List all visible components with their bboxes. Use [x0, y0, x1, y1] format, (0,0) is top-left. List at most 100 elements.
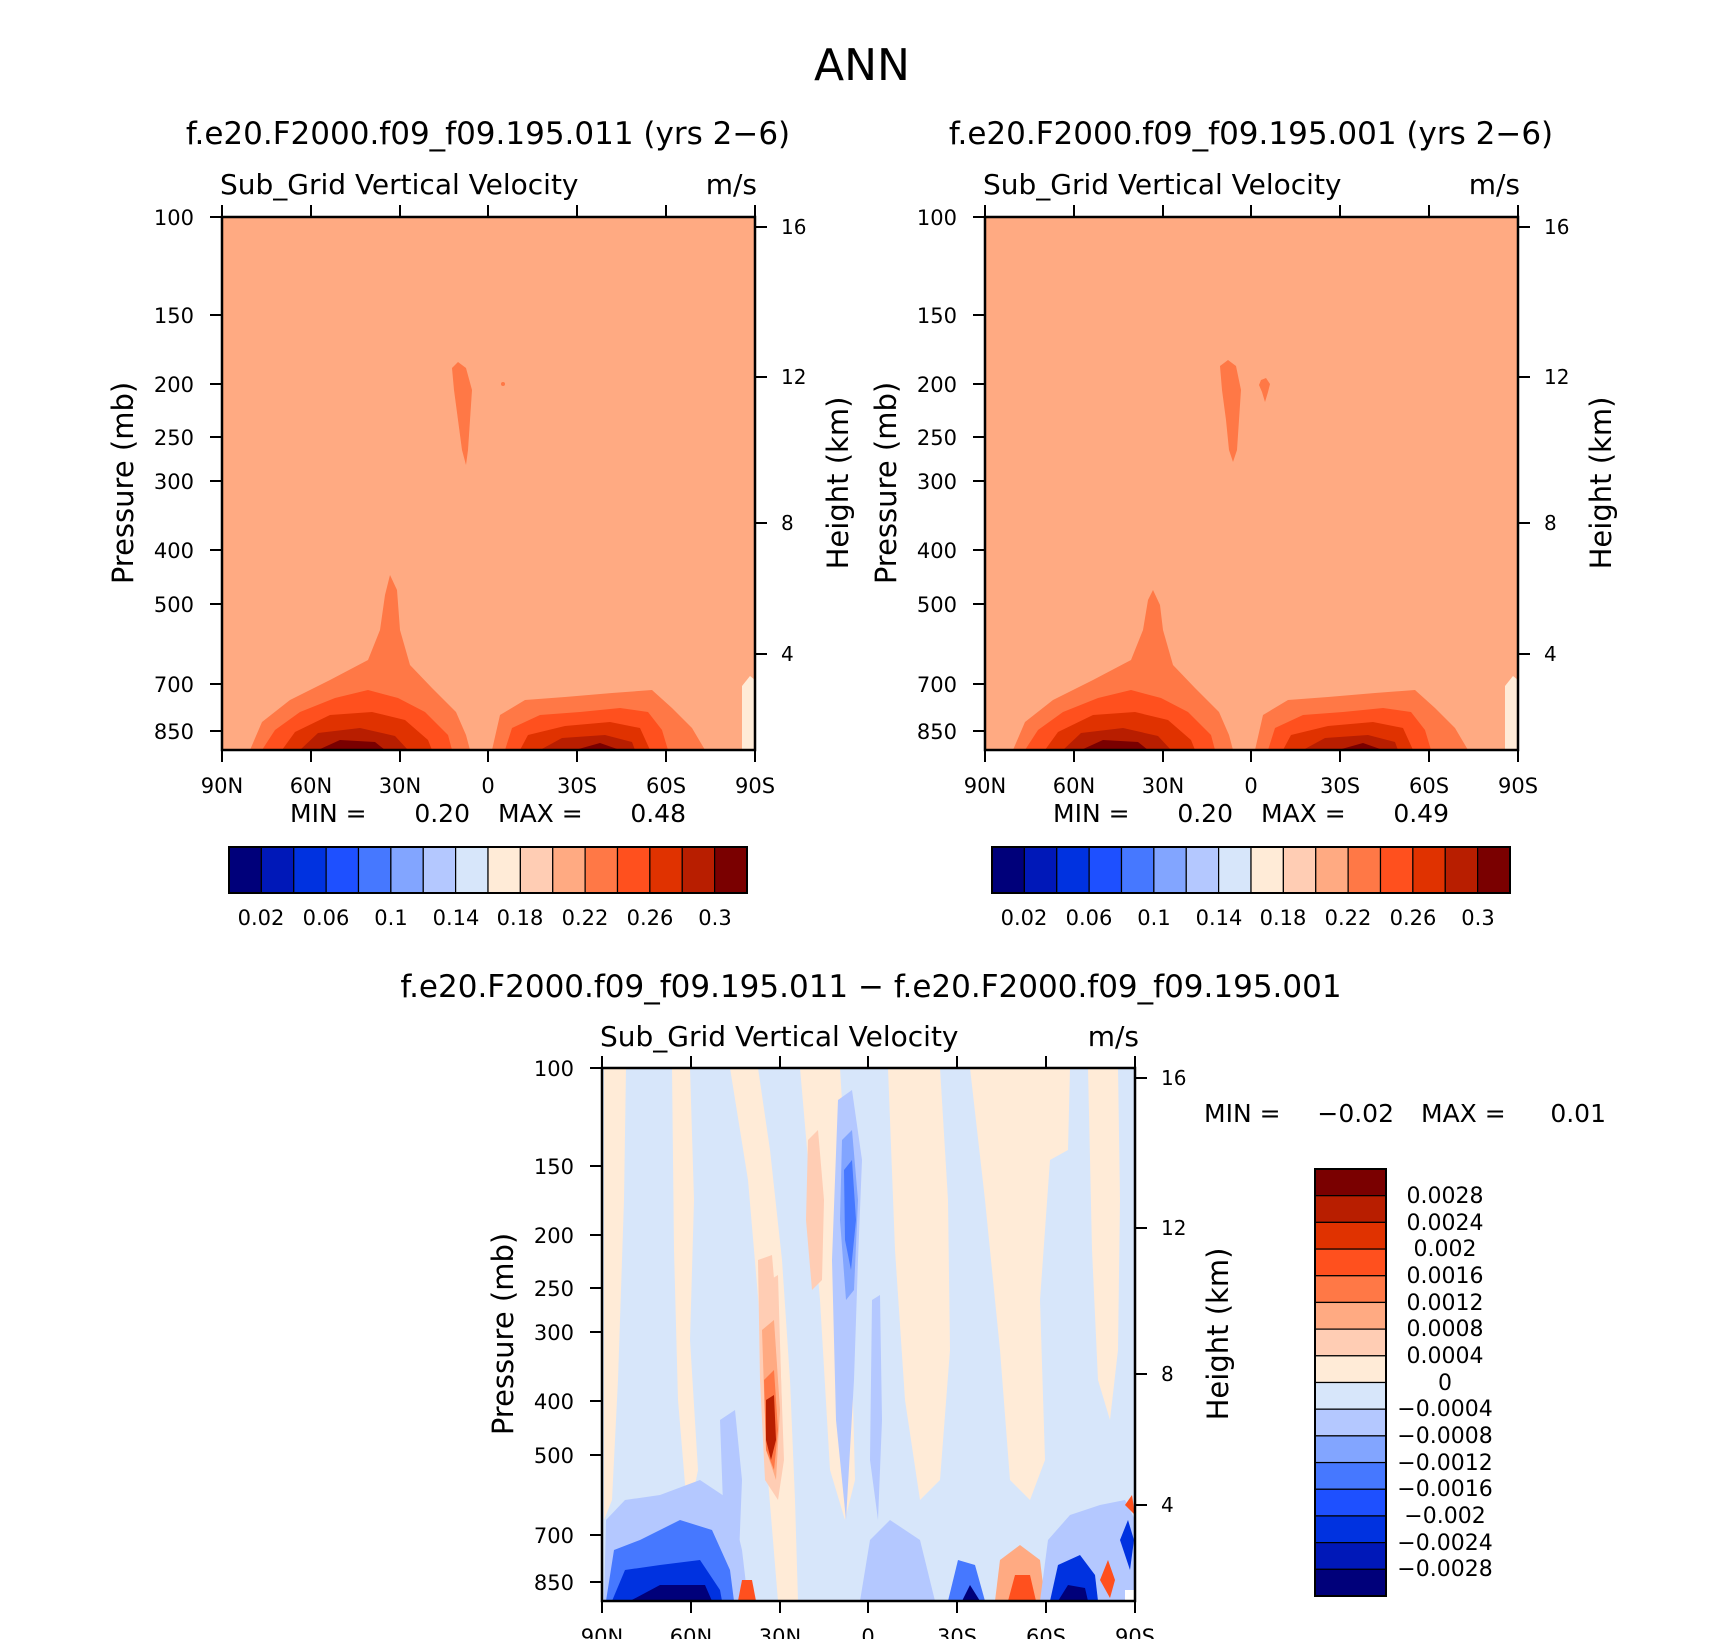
panel-2-min-value: 0.20 [1177, 799, 1233, 828]
colorbar-label: 0.1 [374, 906, 407, 930]
y2tick-label: 4 [781, 642, 794, 666]
panel-1: f.e20.F2000.f09_f09.195.011 (yrs 2−6) Su… [106, 116, 855, 930]
y2tick-label: 8 [1161, 1362, 1174, 1386]
panel-2-variable: Sub_Grid Vertical Velocity [983, 168, 1342, 201]
colorbar-swatch [1250, 846, 1284, 894]
colorbar-label: 0.0016 [1407, 1264, 1484, 1289]
colorbar-swatch [1314, 1221, 1387, 1250]
panel-3-y2label: Height (km) [1201, 1248, 1235, 1421]
band-0.38-south [575, 743, 620, 750]
xtick-label: 30S [937, 1625, 977, 1639]
colorbar-swatch [1056, 846, 1090, 894]
y2tick-label: 12 [781, 365, 806, 389]
colorbar-label: 0.02 [1001, 906, 1048, 930]
ytick-label: 500 [534, 1444, 574, 1468]
xtick-label: 60S [1409, 774, 1449, 798]
colorbar-label: 0.02 [238, 906, 285, 930]
y2tick-label: 4 [1161, 1493, 1174, 1517]
colorbar-label: 0.0004 [1407, 1344, 1484, 1369]
mix-lower-right [1100, 1560, 1115, 1598]
xtick-label: 90N [964, 774, 1006, 798]
pos-strip [888, 1068, 950, 1500]
ytick-label: 150 [154, 304, 194, 328]
band-0.38 [318, 740, 385, 750]
pos-lower-left [738, 1580, 756, 1601]
ytick-label: 100 [917, 206, 957, 230]
field-background [985, 217, 1518, 750]
ytick-label: 850 [917, 720, 957, 744]
panel-3-variable: Sub_Grid Vertical Velocity [600, 1020, 959, 1053]
colorbar-swatch [1120, 846, 1155, 894]
ytick-label: 250 [917, 426, 957, 450]
ytick-label: 250 [534, 1277, 574, 1301]
band-0.38 [1081, 740, 1148, 750]
panel-2-ylabel: Pressure (mb) [869, 382, 903, 584]
pos-lower-mid [1008, 1575, 1036, 1601]
xtick-label: 60N [670, 1625, 712, 1639]
ytick-label: 400 [154, 539, 194, 563]
ytick-label: 700 [154, 673, 194, 697]
colorbar-swatch [1315, 846, 1349, 894]
colorbar-swatch [487, 846, 521, 894]
neg-lower-left [630, 1585, 712, 1601]
panel-3-colorbar [1314, 1168, 1387, 1597]
colorbar-label: 0.0008 [1407, 1317, 1484, 1342]
ytick-label: 250 [154, 426, 194, 450]
colorbar-label: 0.26 [627, 906, 674, 930]
colorbar-label: 0.06 [303, 906, 350, 930]
neg-strip [870, 1295, 882, 1520]
colorbar-swatch [1477, 846, 1511, 894]
panel-1-variable: Sub_Grid Vertical Velocity [220, 168, 579, 201]
colorbar-label: 0.18 [1260, 906, 1307, 930]
colorbar-swatch [1185, 846, 1220, 894]
panel-2-y2tick-labels: 16 12 8 4 [1544, 215, 1569, 666]
colorbar-swatch [1314, 1461, 1387, 1490]
colorbar-swatch [422, 846, 457, 894]
xtick-label: 90N [201, 774, 243, 798]
panel-1-min-label: MIN = [290, 799, 367, 828]
colorbar-label: −0.0012 [1397, 1451, 1492, 1476]
panel-3-min-value: −0.02 [1317, 1099, 1394, 1128]
colorbar-swatch [1314, 1355, 1387, 1384]
colorbar-swatch [1412, 846, 1446, 894]
neg-strip [844, 1160, 856, 1270]
panel-2-colorbar-labels: 0.02 0.06 0.1 0.14 0.18 0.22 0.26 0.3 [1001, 906, 1495, 930]
panel-2-max-value: 0.49 [1393, 799, 1449, 828]
panel-2-contours [985, 217, 1518, 750]
xtick-label: 60N [290, 774, 332, 798]
xtick-label: 90S [1498, 774, 1538, 798]
colorbar-label: 0.22 [1325, 906, 1372, 930]
panel-3-xtick-labels: 90N 60N 30N 0 30S 60S 90S [581, 1625, 1155, 1639]
colorbar-swatch [1314, 1328, 1387, 1357]
xtick-label: 0 [861, 1625, 874, 1639]
ytick-label: 700 [917, 673, 957, 697]
colorbar-swatch [519, 846, 554, 894]
panel-3-units: m/s [1088, 1020, 1139, 1053]
colorbar-swatch [649, 846, 683, 894]
colorbar-label: −0.0024 [1397, 1531, 1492, 1556]
colorbar-label: 0.06 [1066, 906, 1113, 930]
panel-2-max-label: MAX = [1261, 799, 1346, 828]
panel-1-ylabel: Pressure (mb) [106, 382, 140, 584]
xtick-label: 30N [1142, 774, 1184, 798]
pos-strip [1088, 1068, 1120, 1420]
colorbar-swatch [1023, 846, 1058, 894]
panel-1-units: m/s [706, 168, 757, 201]
xtick-label: 90S [1115, 1625, 1155, 1639]
colorbar-label: 0.002 [1414, 1237, 1477, 1262]
colorbar-label: −0.002 [1404, 1504, 1485, 1529]
colorbar-swatch [584, 846, 619, 894]
neg-lower-mid [860, 1520, 935, 1601]
colorbar-label: 0.18 [497, 906, 544, 930]
band-0.22-tropopause [1220, 360, 1241, 462]
colorbar-label: 0.1 [1137, 906, 1170, 930]
ytick-label: 400 [534, 1390, 574, 1414]
xtick-label: 0 [1244, 774, 1257, 798]
ytick-label: 150 [534, 1155, 574, 1179]
colorbar-swatch [1314, 1542, 1387, 1570]
xtick-label: 60S [1026, 1625, 1066, 1639]
ytick-label: 200 [154, 373, 194, 397]
panel-3: f.e20.F2000.f09_f09.195.011 − f.e20.F200… [400, 969, 1606, 1639]
panel-2-colorbar [991, 846, 1511, 894]
